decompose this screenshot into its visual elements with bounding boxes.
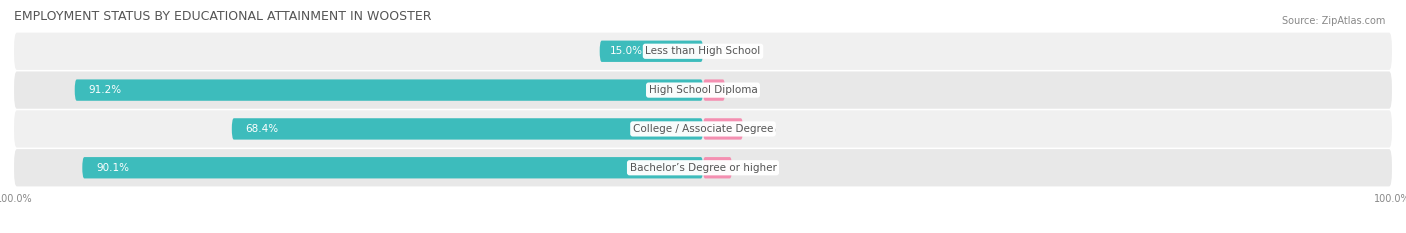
Text: College / Associate Degree: College / Associate Degree bbox=[633, 124, 773, 134]
Text: Bachelor’s Degree or higher: Bachelor’s Degree or higher bbox=[630, 163, 776, 173]
FancyBboxPatch shape bbox=[232, 118, 703, 140]
FancyBboxPatch shape bbox=[14, 110, 1392, 147]
FancyBboxPatch shape bbox=[703, 118, 742, 140]
FancyBboxPatch shape bbox=[14, 72, 1392, 109]
FancyBboxPatch shape bbox=[75, 79, 703, 101]
Text: 15.0%: 15.0% bbox=[610, 46, 643, 56]
Text: 3.2%: 3.2% bbox=[733, 85, 758, 95]
Text: 5.8%: 5.8% bbox=[749, 124, 776, 134]
FancyBboxPatch shape bbox=[703, 157, 733, 178]
Text: 68.4%: 68.4% bbox=[246, 124, 278, 134]
Legend: In Labor Force, Unemployed: In Labor Force, Unemployed bbox=[612, 230, 794, 233]
Text: 4.2%: 4.2% bbox=[738, 163, 765, 173]
FancyBboxPatch shape bbox=[14, 149, 1392, 186]
Text: Less than High School: Less than High School bbox=[645, 46, 761, 56]
Text: 90.1%: 90.1% bbox=[96, 163, 129, 173]
FancyBboxPatch shape bbox=[83, 157, 703, 178]
Text: High School Diploma: High School Diploma bbox=[648, 85, 758, 95]
Text: 91.2%: 91.2% bbox=[89, 85, 121, 95]
FancyBboxPatch shape bbox=[14, 33, 1392, 70]
Text: Source: ZipAtlas.com: Source: ZipAtlas.com bbox=[1281, 16, 1385, 26]
FancyBboxPatch shape bbox=[599, 41, 703, 62]
FancyBboxPatch shape bbox=[703, 79, 725, 101]
Text: EMPLOYMENT STATUS BY EDUCATIONAL ATTAINMENT IN WOOSTER: EMPLOYMENT STATUS BY EDUCATIONAL ATTAINM… bbox=[14, 10, 432, 23]
Text: 0.0%: 0.0% bbox=[710, 46, 737, 56]
